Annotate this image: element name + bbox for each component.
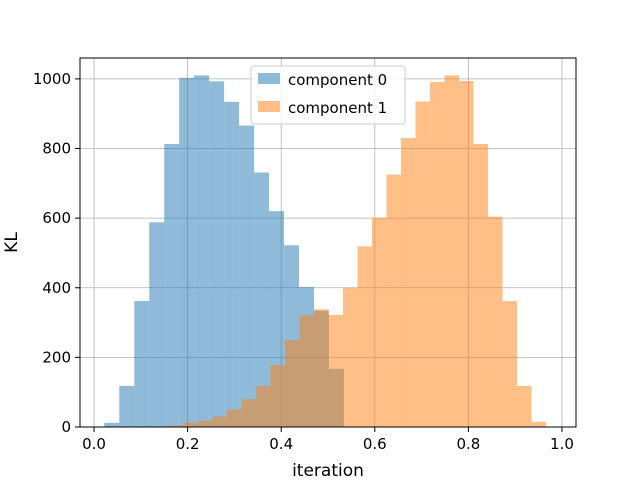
histogram-bar-component-1: [415, 101, 431, 427]
histogram-bar-component-1: [168, 425, 184, 427]
histogram-bar-component-0: [224, 101, 240, 427]
histogram-bar-component-1: [183, 422, 198, 427]
histogram-bar-component-1: [212, 416, 227, 427]
histogram-bar-component-0: [194, 75, 210, 427]
y-tick-label: 400: [42, 279, 71, 297]
y-axis-label: KL: [2, 232, 22, 253]
histogram-bar-component-1: [328, 314, 343, 427]
y-tick-label: 1000: [33, 70, 71, 88]
y-tick-label: 0: [61, 418, 71, 436]
bars: [104, 75, 547, 428]
legend-box: [250, 65, 406, 125]
histogram-bar-component-1: [386, 174, 401, 427]
histogram-bar-component-0: [254, 172, 270, 427]
x-tick-label: 0.8: [456, 435, 480, 453]
histogram-bar-component-0: [179, 77, 195, 427]
y-tick-label: 600: [42, 209, 71, 227]
x-tick-label: 0.2: [176, 435, 200, 453]
histogram-bar-component-1: [430, 82, 445, 428]
histogram-bar-component-1: [342, 287, 358, 427]
histogram-bar-component-1: [284, 339, 300, 427]
histogram-bar-component-1: [502, 300, 518, 427]
histogram-bar-component-1: [241, 399, 256, 427]
histogram-bar-component-1: [313, 309, 329, 427]
legend-label-component-0: component 0: [288, 71, 387, 89]
plot-frame: [79, 57, 577, 428]
histogram-bar-component-1: [473, 143, 489, 428]
x-tick-label: 0.6: [363, 435, 387, 453]
histogram-bar-component-1: [400, 138, 416, 427]
histogram-bar-component-1: [270, 365, 285, 427]
histogram-bar-component-1: [531, 421, 547, 427]
histogram-bar-component-1: [444, 75, 460, 427]
x-axis-label: iteration: [292, 461, 364, 480]
histogram-bar-component-1: [299, 315, 314, 427]
x-tick-label: 1.0: [550, 435, 574, 453]
axis-ticks: 0.0 0.2 0.4 0.6 0.8 1.0 0 200 400 600 800 1000: [33, 70, 574, 453]
histogram-bar-component-1: [517, 385, 532, 427]
histogram-bar-component-1: [459, 80, 474, 428]
legend: component 0 component 1: [250, 65, 406, 125]
legend-label-component-1: component 1: [288, 99, 387, 117]
histogram-bar-component-0: [164, 143, 180, 428]
y-tick-label: 200: [42, 348, 71, 366]
x-tick-label: 0.4: [269, 435, 293, 453]
histogram-bar-component-1: [255, 385, 271, 427]
legend-swatch-component-1: [258, 101, 280, 112]
histogram-bar-component-1: [197, 420, 213, 427]
x-tick-label: 0.0: [82, 435, 106, 453]
histogram-bar-component-1: [488, 216, 503, 427]
legend-swatch-component-0: [258, 73, 280, 84]
y-tick-label: 800: [42, 140, 71, 158]
histogram-bar-component-0: [119, 385, 135, 427]
histogram-bar-component-0: [209, 81, 225, 428]
histogram-bar-component-1: [371, 217, 387, 427]
histogram-bar-component-0: [239, 125, 255, 427]
histogram-bar-component-0: [104, 422, 120, 427]
histogram-bar-component-0: [134, 300, 150, 427]
histogram-bar-component-1: [226, 409, 242, 427]
histogram-bar-component-0: [149, 222, 165, 427]
histogram-bar-component-1: [357, 246, 372, 427]
